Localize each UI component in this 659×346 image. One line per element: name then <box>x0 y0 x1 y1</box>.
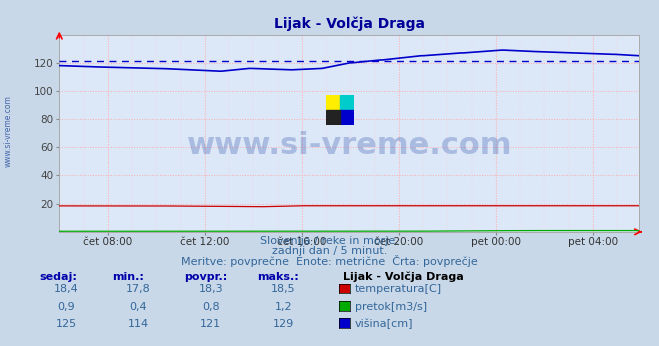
Bar <box>340 95 354 110</box>
Text: 17,8: 17,8 <box>126 284 151 294</box>
Text: pretok[m3/s]: pretok[m3/s] <box>355 302 426 312</box>
Text: 0,9: 0,9 <box>57 302 74 312</box>
Text: maks.:: maks.: <box>257 272 299 282</box>
Text: 0,4: 0,4 <box>130 302 147 312</box>
Text: Slovenija / reke in morje.: Slovenija / reke in morje. <box>260 236 399 246</box>
Text: zadnji dan / 5 minut.: zadnji dan / 5 minut. <box>272 246 387 256</box>
Text: sedaj:: sedaj: <box>40 272 77 282</box>
Text: višina[cm]: višina[cm] <box>355 319 413 329</box>
Text: min.:: min.: <box>112 272 144 282</box>
Text: www.si-vreme.com: www.si-vreme.com <box>186 130 512 160</box>
Text: www.si-vreme.com: www.si-vreme.com <box>3 95 13 167</box>
Text: 121: 121 <box>200 319 221 329</box>
Bar <box>326 95 340 110</box>
Text: Meritve: povprečne  Enote: metrične  Črta: povprečje: Meritve: povprečne Enote: metrične Črta:… <box>181 255 478 267</box>
Title: Lijak - Volčja Draga: Lijak - Volčja Draga <box>273 16 425 31</box>
Text: 18,5: 18,5 <box>271 284 296 294</box>
Polygon shape <box>326 110 340 125</box>
Text: 125: 125 <box>55 319 76 329</box>
Polygon shape <box>340 110 354 125</box>
Text: 114: 114 <box>128 319 149 329</box>
Text: 0,8: 0,8 <box>202 302 219 312</box>
Text: 18,3: 18,3 <box>198 284 223 294</box>
Text: Lijak - Volčja Draga: Lijak - Volčja Draga <box>343 272 463 282</box>
Text: 129: 129 <box>273 319 294 329</box>
Text: temperatura[C]: temperatura[C] <box>355 284 442 294</box>
Text: 18,4: 18,4 <box>53 284 78 294</box>
Text: povpr.:: povpr.: <box>185 272 228 282</box>
Text: 1,2: 1,2 <box>275 302 292 312</box>
